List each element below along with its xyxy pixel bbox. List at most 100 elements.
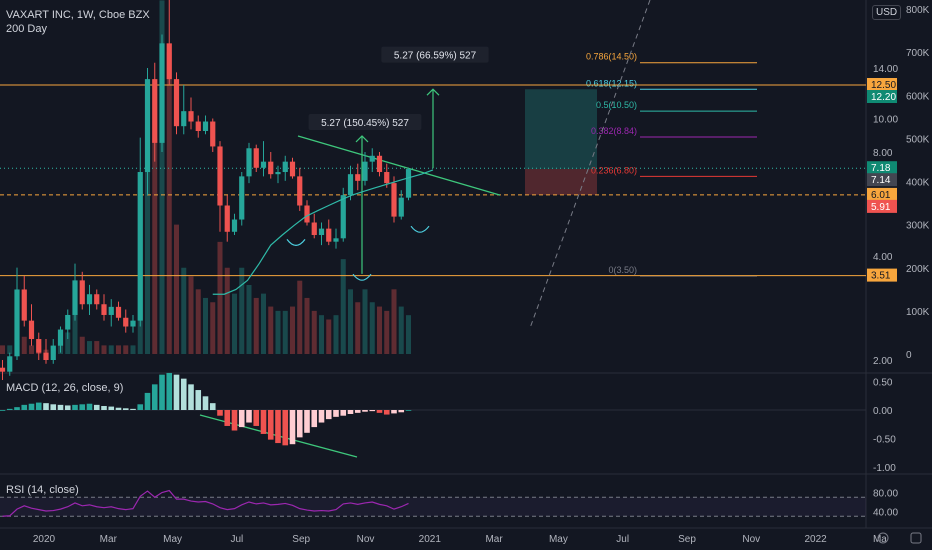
measure-annotation: 5.27 (150.45%) 527 (321, 118, 409, 129)
time-tick: Jul (616, 534, 629, 545)
volume-tick: 800K (906, 5, 930, 16)
candle (340, 187, 346, 242)
macd-bar (296, 410, 303, 438)
candle-body (275, 172, 281, 175)
candle-body (326, 228, 332, 242)
macd-bar (405, 410, 412, 411)
volume-bar (326, 319, 332, 354)
candle-body (253, 148, 259, 168)
time-tick: 2022 (804, 534, 827, 545)
rsi-tick: 80.00 (873, 489, 898, 500)
macd-bar (195, 390, 202, 410)
volume-bar (210, 302, 216, 354)
volume-bar (232, 293, 237, 354)
time-tick: Jul (231, 534, 244, 545)
macd-bar (354, 410, 361, 413)
candle (224, 195, 230, 242)
volume-bar (21, 336, 27, 354)
candle-body (130, 320, 136, 327)
price-label-box (867, 90, 897, 104)
candle (376, 151, 383, 177)
symbol-legend[interactable]: VAXART INC, 1W, Cboe BZX 200 Day (6, 8, 150, 36)
position-zones (525, 89, 597, 195)
candle-body (195, 121, 201, 132)
stop-zone (525, 169, 597, 195)
candle (333, 228, 339, 249)
candle-body (347, 174, 354, 196)
macd-bar (376, 410, 383, 413)
fib-label: 0.618(12.15) (586, 78, 637, 88)
candle-body (166, 43, 172, 80)
candle (152, 62, 158, 162)
candle (391, 176, 397, 223)
macd-bar (311, 410, 318, 428)
rsi-legend[interactable]: RSI (14, close) (6, 484, 79, 496)
price-label: 12.50 (871, 80, 896, 91)
candle-body (333, 238, 339, 242)
candle (43, 339, 49, 364)
candle-body (355, 174, 361, 181)
candle (326, 219, 332, 246)
macd-bar (137, 404, 144, 410)
candle-body (144, 79, 151, 173)
candle-body (231, 219, 238, 232)
candle-body (188, 111, 194, 122)
macd-bar (166, 372, 173, 410)
volume-bar (268, 306, 274, 354)
candle (181, 85, 187, 135)
candle (355, 163, 361, 191)
candle (202, 115, 209, 135)
macd-bar (0, 410, 6, 411)
measure-arrowhead-1 (355, 135, 369, 143)
macd-legend[interactable]: MACD (12, 26, close, 9) (6, 382, 124, 394)
candle (36, 332, 42, 360)
candle (260, 141, 267, 177)
volume-bar (406, 315, 411, 354)
candle-body (239, 176, 245, 220)
macd-bar (122, 408, 129, 410)
volume-bar (355, 302, 361, 354)
currency-badge[interactable]: USD (872, 5, 902, 20)
macd-bar (86, 403, 93, 410)
volume-bar (340, 259, 346, 354)
candle (0, 360, 6, 381)
candle-body (210, 121, 216, 147)
volume-bar (181, 267, 187, 354)
volume-bar (290, 306, 295, 354)
candle-body (398, 197, 404, 217)
time-tick: Sep (292, 534, 310, 545)
candle (318, 222, 325, 246)
rsi-line (0, 489, 866, 517)
volume-bar (297, 280, 303, 354)
fib-label: 0.382(8.84) (591, 126, 637, 136)
price-label-box (867, 187, 897, 201)
candle-body (0, 367, 6, 372)
volume-bar (304, 297, 310, 354)
candle (173, 72, 180, 135)
macd-bar (50, 404, 57, 410)
candle (239, 172, 245, 226)
candle (231, 213, 238, 236)
volume-bar (7, 345, 13, 354)
candle-body (246, 148, 252, 177)
macd-bar (217, 410, 223, 416)
fullscreen-icon (910, 532, 922, 544)
macd-bar (21, 404, 28, 410)
candle-body (14, 289, 20, 357)
volume-bar (188, 276, 194, 354)
candle-body (289, 161, 296, 177)
candle-body (297, 176, 303, 206)
volume-bar (224, 267, 230, 354)
volume-tick: 500K (906, 134, 930, 145)
macd-bar (238, 410, 245, 428)
price-label: 6.01 (871, 190, 891, 201)
price-label-box (867, 78, 897, 92)
macd-bar (253, 410, 260, 426)
fib-label: 0.5(10.50) (596, 100, 637, 110)
macd-bar (6, 408, 13, 410)
fib-label: 0.786(14.50) (586, 52, 637, 62)
candle (159, 34, 165, 152)
candle (398, 190, 404, 220)
macd-bar (108, 406, 115, 410)
